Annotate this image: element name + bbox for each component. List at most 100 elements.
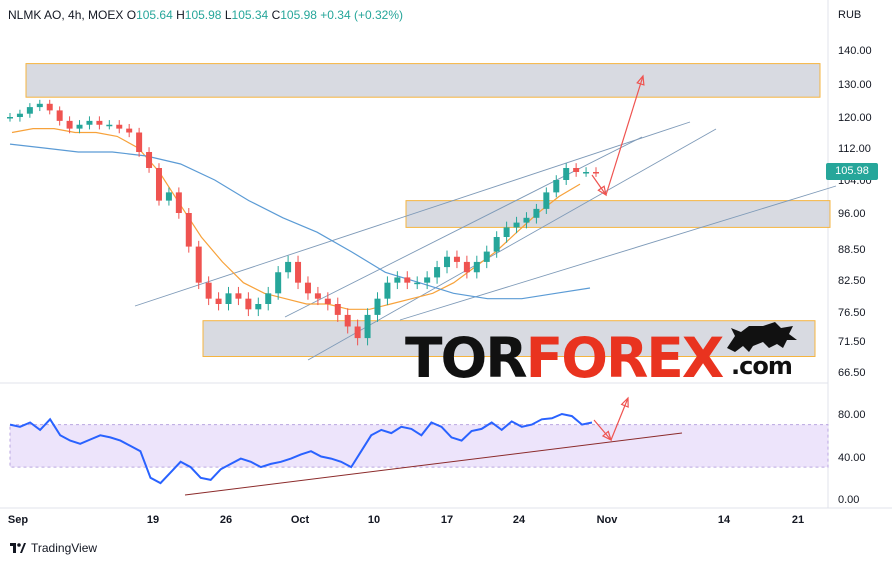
price-tick-label: 112.00 — [838, 143, 871, 155]
time-tick-label: 17 — [441, 514, 453, 526]
candle-body — [235, 293, 242, 299]
candle-body — [434, 267, 441, 278]
candle-body — [225, 293, 232, 304]
candle-body — [106, 124, 113, 127]
candle-body — [354, 326, 361, 339]
candle-body — [285, 261, 292, 273]
support-resistance-zone — [202, 320, 816, 358]
brand-name: TradingView — [31, 541, 98, 555]
candle-body — [165, 192, 172, 201]
trendline — [307, 128, 717, 361]
forecast-arrowhead — [601, 430, 612, 442]
candle-body — [384, 282, 391, 299]
candle-body — [404, 277, 411, 283]
candle-body — [424, 277, 431, 283]
candle-body — [275, 272, 282, 294]
price-tick-label: 82.50 — [838, 275, 866, 287]
candle-body — [573, 168, 580, 172]
candle-body — [463, 261, 470, 273]
open-label: O — [126, 8, 137, 22]
time-tick-label: Nov — [597, 514, 619, 526]
candle-body — [453, 256, 460, 262]
forecast-arrow — [610, 397, 629, 441]
candle-body — [583, 172, 590, 174]
candle-body — [334, 304, 341, 315]
forecast-arrowhead — [620, 396, 629, 408]
candle-body — [444, 256, 451, 268]
candle-body — [553, 180, 560, 193]
candle-body — [245, 298, 252, 310]
candle-body — [523, 217, 530, 223]
candle-body — [593, 172, 599, 174]
candle-body — [255, 304, 262, 310]
candle-body — [483, 251, 490, 262]
close-label: C — [271, 8, 281, 22]
candle-body — [46, 103, 53, 111]
candle-body — [563, 168, 570, 180]
forecast-arrow — [605, 75, 644, 196]
bull-icon — [727, 322, 797, 352]
price-tick-label: 120.00 — [838, 112, 872, 124]
rsi-tick-label: 80.00 — [838, 409, 866, 421]
rsi-line — [9, 412, 593, 485]
price-tick-label: 140.00 — [838, 45, 872, 57]
torforex-watermark: TORFOREX .com — [405, 322, 805, 390]
symbol-name: NLMK AO, 4h, MOEX — [8, 8, 124, 22]
candle-body — [493, 237, 500, 252]
forecast-arrow — [591, 174, 607, 196]
candle-body — [76, 124, 83, 129]
time-tick-label: 14 — [718, 514, 731, 526]
time-tick-label: 26 — [220, 514, 232, 526]
support-resistance-zone — [405, 200, 831, 228]
candle-body — [513, 222, 520, 228]
candle-body — [314, 293, 321, 299]
trendline — [134, 121, 691, 307]
rsi-trendline — [184, 432, 683, 496]
candle-body — [195, 246, 202, 283]
rsi-tick-label: 0.00 — [838, 494, 859, 506]
candle-body — [265, 293, 272, 304]
rsi-band — [9, 424, 829, 468]
time-tick-label: 10 — [368, 514, 380, 526]
candle-body — [7, 117, 13, 119]
candle-body — [533, 208, 540, 218]
price-tick-label: 66.50 — [838, 367, 866, 379]
candle-body — [304, 282, 311, 294]
time-tick-label: 21 — [792, 514, 804, 526]
trendline — [399, 185, 837, 321]
candle-body — [26, 107, 33, 114]
last-price-tag: 105.98 — [826, 163, 878, 180]
candle-body — [205, 282, 212, 299]
low-value: 105.34 — [231, 8, 269, 22]
candle-body — [136, 132, 143, 152]
candle-body — [126, 128, 133, 133]
candle-body — [155, 168, 162, 201]
candle-body — [215, 298, 222, 304]
candle-body — [16, 113, 23, 117]
forecast-arrow — [593, 419, 612, 441]
watermark-suffix: .com — [731, 352, 793, 380]
candle-body — [116, 124, 123, 129]
tradingview-brand[interactable]: TradingView — [10, 541, 97, 555]
candle-body — [86, 120, 93, 125]
time-tick-label: 19 — [147, 514, 159, 526]
high-label: H — [176, 8, 185, 22]
time-tick-label: Oct — [291, 514, 310, 526]
candle-body — [364, 314, 371, 339]
candle-body — [473, 261, 480, 273]
change-value: +0.34 (+0.32%) — [320, 8, 404, 22]
candle-body — [414, 282, 421, 285]
candle-body — [66, 120, 73, 129]
candle-body — [146, 152, 153, 168]
time-tick-label: Sep — [8, 514, 28, 526]
symbol-header: NLMK AO, 4h, MOEX O105.64 H105.98 L105.3… — [8, 8, 403, 22]
rsi-tick-label: 40.00 — [838, 452, 866, 464]
candle-body — [394, 277, 401, 283]
candle-body — [185, 213, 192, 247]
close-value: 105.98 — [280, 8, 317, 22]
forecast-arrowhead — [636, 74, 645, 86]
price-tick-label: 130.00 — [838, 79, 872, 91]
candle-body — [295, 261, 302, 283]
